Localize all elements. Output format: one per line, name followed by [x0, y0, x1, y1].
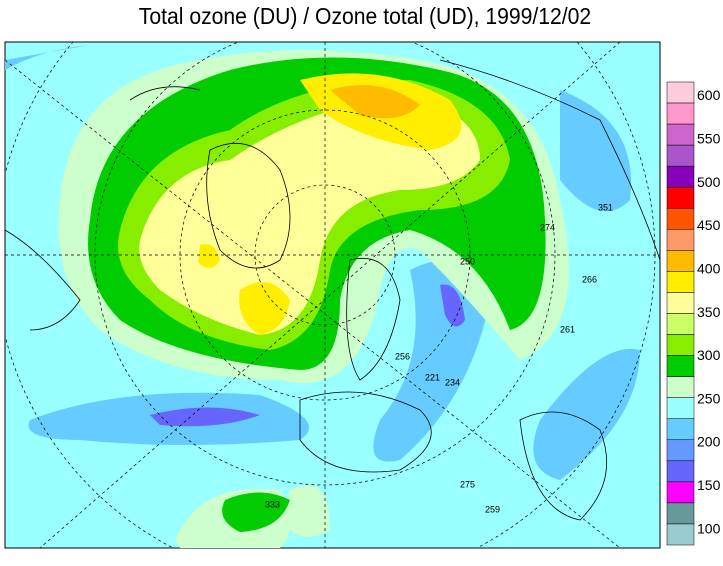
contour-label: 351	[598, 202, 613, 212]
map: 333 274 266 261 250 221 234 259 275 256 …	[4, 41, 661, 549]
colorbar-swatch	[666, 186, 695, 209]
colorbar-swatch	[666, 250, 695, 272]
colorbar-swatch	[666, 271, 695, 293]
colorbar-label: 500	[697, 174, 721, 190]
contour-label: 234	[445, 377, 460, 387]
colorbar: 600 550 500 450 400 350 300 250 200 150 100	[666, 81, 721, 546]
colorbar-label: 250	[697, 390, 721, 406]
colorbar-swatch	[666, 397, 695, 419]
colorbar-swatch	[666, 376, 695, 398]
colorbar-label: 450	[697, 217, 721, 233]
contour-label: 261	[560, 324, 575, 334]
contour-label: 275	[460, 479, 475, 489]
colorbar-swatch	[666, 81, 695, 104]
colorbar-swatch	[666, 481, 695, 504]
contour-label: 266	[582, 274, 597, 284]
colorbar-swatch	[666, 229, 695, 251]
colorbar-swatch	[666, 418, 695, 441]
contour-label: 274	[540, 222, 555, 232]
colorbar-label: 350	[697, 304, 721, 320]
contour-label: 250	[460, 256, 475, 266]
colorbar-label: 100	[697, 520, 721, 536]
colorbar-label: 550	[697, 131, 721, 147]
contour-label: 256	[395, 351, 410, 361]
colorbar-label: 150	[697, 477, 721, 493]
contour-label: 333	[265, 499, 280, 509]
colorbar-swatch	[666, 439, 695, 462]
colorbar-label: 400	[697, 260, 721, 276]
colorbar-swatch	[666, 460, 695, 483]
contour-labels: 333 274 266 261 250 221 234 259 275 256 …	[265, 202, 613, 514]
colorbar-swatch	[666, 102, 695, 125]
colorbar-label: 200	[697, 434, 721, 450]
contour-label: 221	[425, 372, 440, 382]
colorbar-swatch	[666, 523, 695, 546]
colorbar-swatch	[666, 292, 695, 314]
colorbar-swatch	[666, 123, 695, 146]
contour-label: 259	[485, 504, 500, 514]
colorbar-swatch	[666, 144, 695, 167]
colorbar-swatch	[666, 355, 695, 377]
colorbar-swatch	[666, 502, 695, 525]
colorbar-swatch	[666, 334, 695, 356]
colorbar-swatch	[666, 208, 695, 230]
title: Total ozone (DU) / Ozone total (UD), 199…	[139, 3, 591, 29]
colorbar-swatch	[666, 165, 695, 188]
colorbar-label: 300	[697, 347, 721, 363]
colorbar-label: 600	[697, 87, 721, 103]
colorbar-swatch	[666, 313, 695, 335]
